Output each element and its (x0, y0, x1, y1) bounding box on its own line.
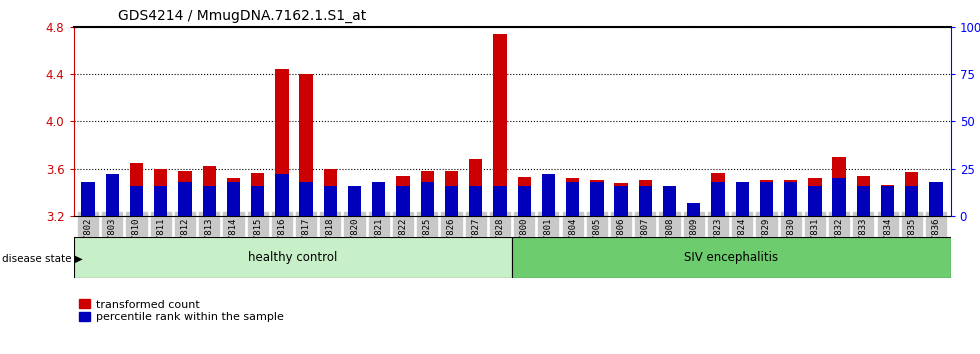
Bar (81, 182, 95, 216)
Bar (226, 182, 240, 216)
Bar (251, 173, 265, 216)
Bar (420, 171, 434, 216)
Bar (348, 185, 362, 216)
Bar (857, 185, 870, 216)
Bar (420, 182, 434, 216)
Bar (687, 203, 701, 216)
Bar (372, 182, 385, 216)
Bar (542, 174, 555, 216)
Text: disease state ▶: disease state ▶ (2, 254, 82, 264)
Bar (251, 185, 265, 216)
Bar (154, 185, 168, 216)
Bar (881, 185, 895, 216)
Bar (614, 185, 628, 216)
Bar (906, 185, 918, 216)
Bar (784, 181, 798, 216)
Bar (129, 163, 143, 216)
Bar (275, 174, 288, 216)
Bar (517, 177, 531, 216)
Bar (614, 183, 628, 216)
Bar (300, 74, 313, 216)
Bar (808, 178, 821, 216)
Bar (323, 169, 337, 216)
Bar (129, 185, 143, 216)
Bar (639, 185, 652, 216)
Bar (300, 182, 313, 216)
Bar (512, 237, 951, 278)
Bar (226, 178, 240, 216)
Bar (469, 185, 482, 216)
Bar (832, 157, 846, 216)
Bar (178, 182, 192, 216)
Bar (203, 166, 216, 216)
Bar (566, 178, 579, 216)
Bar (396, 176, 410, 216)
Bar (493, 185, 507, 216)
Bar (445, 185, 458, 216)
Legend: transformed count, percentile rank within the sample: transformed count, percentile rank withi… (79, 299, 283, 322)
Bar (445, 171, 458, 216)
Bar (784, 182, 798, 216)
Bar (808, 185, 821, 216)
Bar (275, 69, 288, 216)
Bar (493, 34, 507, 216)
Bar (881, 185, 895, 216)
Bar (929, 202, 943, 216)
Bar (857, 176, 870, 216)
Text: healthy control: healthy control (248, 251, 337, 264)
Bar (736, 189, 749, 216)
Bar (687, 203, 701, 216)
Bar (662, 185, 676, 216)
Bar (203, 185, 216, 216)
Bar (396, 185, 410, 216)
Bar (736, 182, 749, 216)
Text: GDS4214 / MmugDNA.7162.1.S1_at: GDS4214 / MmugDNA.7162.1.S1_at (118, 9, 366, 23)
Bar (178, 171, 192, 216)
Bar (348, 206, 362, 216)
Text: SIV encephalitis: SIV encephalitis (684, 251, 778, 264)
Bar (154, 169, 168, 216)
Bar (711, 182, 724, 216)
Bar (929, 182, 943, 216)
Bar (711, 173, 724, 216)
Bar (832, 178, 846, 216)
Bar (106, 208, 119, 216)
Bar (372, 204, 385, 216)
Bar (542, 177, 555, 216)
Bar (760, 182, 773, 216)
Bar (566, 182, 579, 216)
Bar (469, 159, 482, 216)
Bar (106, 174, 119, 216)
Bar (590, 181, 604, 216)
Bar (74, 237, 512, 278)
Bar (590, 182, 604, 216)
Bar (662, 204, 676, 216)
Bar (81, 202, 95, 216)
Bar (760, 181, 773, 216)
Bar (517, 185, 531, 216)
Bar (323, 185, 337, 216)
Bar (639, 181, 652, 216)
Bar (906, 172, 918, 216)
